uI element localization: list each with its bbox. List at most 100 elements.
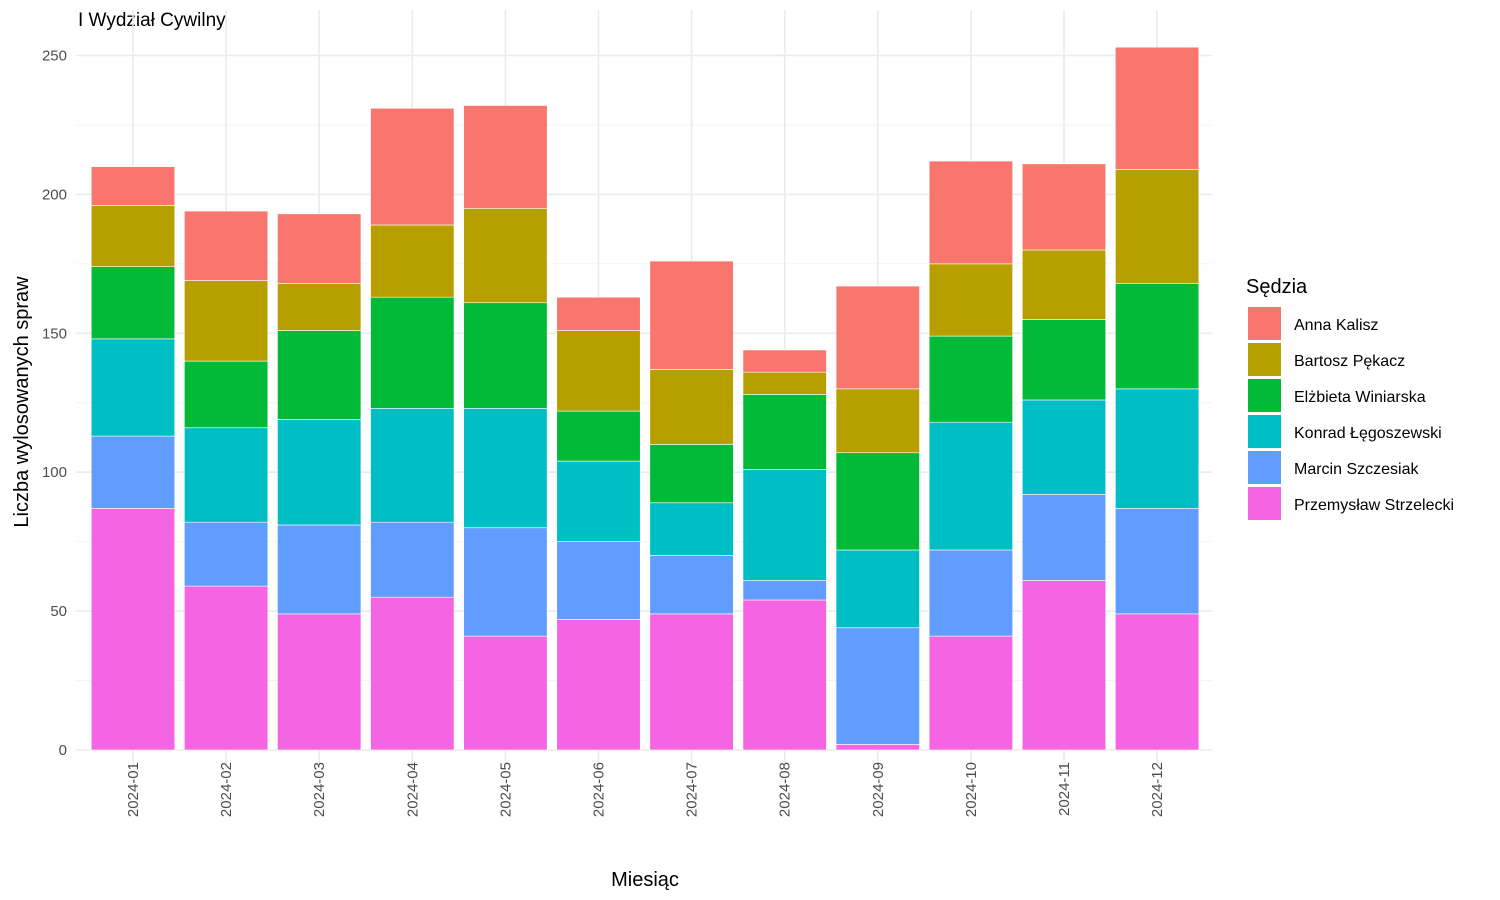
bar-segment [1115,388,1200,509]
bar-segment [928,335,1013,423]
bar-segment [1021,163,1107,251]
bar-segment [835,627,920,745]
bar-segment [649,502,734,556]
y-tick-label: 100 [42,464,67,481]
bar-segment [742,580,827,601]
bar-segment [649,369,734,445]
bar-segment [370,224,455,298]
bar-segment [835,744,920,751]
bar-segment [1021,319,1107,401]
bar-segment [742,371,827,395]
x-axis-title: Miesiąc [611,869,679,891]
bar-segment [928,160,1013,265]
bar-segment [1021,494,1107,581]
bar-segment [463,302,548,409]
bar-segment [370,296,455,409]
x-tick-label: 2024-10 [963,762,980,817]
bar-segment [928,549,1013,637]
bar-segment [1115,613,1200,751]
bar-segment [1115,282,1200,390]
bar-segment [370,408,455,523]
bar-segment [277,282,362,331]
bar-segment [556,460,641,542]
bar-segment [1021,249,1107,320]
bar-segment [184,280,269,362]
y-axis-ticks: 0 50 100 150 200 250 [42,48,67,760]
x-tick-label: 2024-03 [311,762,328,817]
x-tick-label: 2024-06 [591,762,608,817]
bar-segment [90,166,176,206]
bar-segment [277,419,362,526]
legend-label: Elżbieta Winiarska [1294,389,1426,406]
bar-segment [556,541,641,620]
x-axis-ticks: 2024-01 2024-02 2024-03 2024-04 2024-05 2024-… [125,762,1166,817]
bar-segment [928,421,1013,551]
bar-segment [277,330,362,420]
bar-segment [1021,580,1107,751]
x-tick-label: 2024-07 [684,762,701,817]
bar-segment [649,444,734,504]
y-tick-label: 200 [42,186,67,203]
bar-segment [556,330,641,412]
legend-label: Anna Kalisz [1294,317,1379,334]
y-tick-label: 50 [50,603,67,620]
x-tick-label: 2024-02 [218,762,235,817]
bar-segment [370,521,455,598]
x-tick-label: 2024-08 [777,762,794,817]
bar-segment [184,521,269,587]
y-tick-label: 0 [59,742,67,759]
chart-title: I Wydział Cywilny [78,10,226,31]
y-tick-label: 250 [42,48,67,65]
legend-key [1248,343,1281,376]
bar-segment [649,613,734,751]
bar-segment [556,296,641,331]
bar-segment [649,555,734,615]
bar-segment [556,410,641,462]
bar-segment [90,266,176,340]
bar-segment [1021,399,1107,495]
bar-segment [463,527,548,637]
y-tick-label: 150 [42,325,67,342]
x-tick-label: 2024-09 [870,762,887,817]
bar-segment [277,613,362,751]
bar-segment [928,635,1013,751]
bar-segment [835,388,920,454]
bar-segment [556,619,641,751]
legend-key [1248,451,1281,484]
legend-key [1248,487,1281,520]
bar-segment [742,469,827,581]
bar-segment [370,107,455,226]
y-axis-title: Liczba wylosowanych spraw [11,276,33,528]
bar-segment [1115,169,1200,284]
bar-segment [463,635,548,751]
bar-segment [184,427,269,523]
legend-label: Bartosz Pękacz [1294,353,1405,370]
legend-label: Marcin Szczesiak [1294,461,1419,478]
bar-segment [90,205,176,267]
bar-segment [277,213,362,284]
bar-segment [90,435,176,509]
bar-segment [184,585,269,751]
legend: Sędzia Anna Kalisz Bartosz Pękacz Elżbieta… [1246,276,1454,520]
x-tick-label: 2024-04 [404,762,421,817]
bar-segment [742,349,827,373]
legend-title: Sędzia [1246,276,1308,298]
legend-label: Przemysław Strzelecki [1294,497,1454,514]
legend-key [1248,307,1281,340]
bar-segment [649,260,734,370]
x-tick-label: 2024-05 [497,762,514,817]
legend-key [1248,379,1281,412]
bars [90,46,1200,751]
bar-segment [1115,508,1200,615]
bar-segment [928,263,1013,337]
x-tick-label: 2024-11 [1056,762,1073,816]
bar-segment [835,549,920,629]
bar-segment [277,524,362,615]
x-tick-label: 2024-12 [1149,762,1166,817]
bar-segment [742,394,827,470]
x-tick-label: 2024-01 [125,762,142,817]
legend-key [1248,415,1281,448]
bar-segment [463,105,548,209]
legend-label: Konrad Łęgoszewski [1294,425,1442,442]
